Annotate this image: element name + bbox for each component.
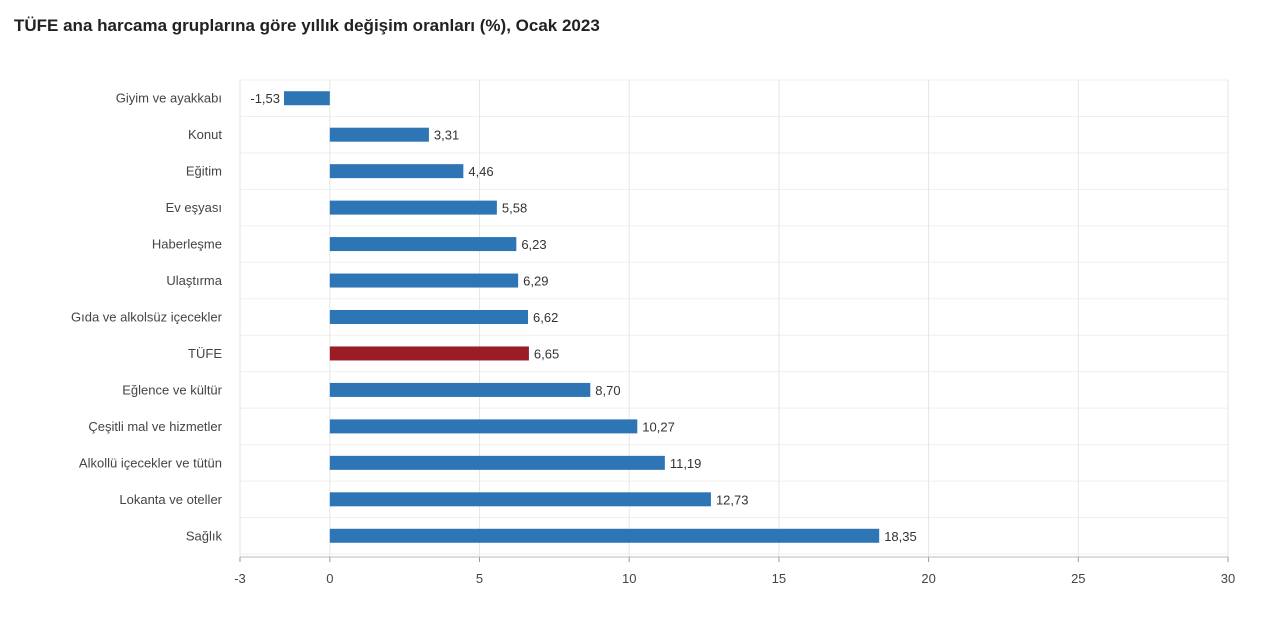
data-label: -1,53 xyxy=(250,91,280,106)
data-label: 6,23 xyxy=(521,237,546,252)
category-label: Ev eşyası xyxy=(166,200,222,215)
data-label: 6,65 xyxy=(534,346,559,361)
category-label: Eğlence ve kültür xyxy=(122,382,222,397)
category-label: Ulaştırma xyxy=(166,273,222,288)
x-tick-label: 30 xyxy=(1221,571,1235,586)
bar[interactable] xyxy=(329,237,517,252)
bar[interactable] xyxy=(329,200,497,215)
bar[interactable] xyxy=(329,419,638,434)
data-label: 6,29 xyxy=(523,274,548,289)
category-label: Haberleşme xyxy=(152,237,222,252)
x-tick-label: 10 xyxy=(622,571,636,586)
chart-title: TÜFE ana harcama gruplarına göre yıllık … xyxy=(14,16,600,35)
bar[interactable] xyxy=(329,528,880,543)
category-label: Gıda ve alkolsüz içecekler xyxy=(71,310,223,325)
category-label: Alkollü içecekler ve tütün xyxy=(79,455,222,470)
data-label: 18,35 xyxy=(884,529,917,544)
bar[interactable] xyxy=(329,273,519,288)
data-label: 8,70 xyxy=(595,383,620,398)
bar[interactable] xyxy=(329,164,464,179)
x-tick-label: 25 xyxy=(1071,571,1085,586)
category-label: Konut xyxy=(188,127,222,142)
x-tick-label: 15 xyxy=(772,571,786,586)
bar[interactable] xyxy=(329,310,529,324)
category-label: Sağlık xyxy=(186,528,223,543)
category-label: Çeşitli mal ve hizmetler xyxy=(88,419,222,434)
category-label: Eğitim xyxy=(186,164,222,179)
data-label: 3,31 xyxy=(434,128,459,143)
bar[interactable] xyxy=(329,382,591,397)
data-label: 4,46 xyxy=(468,164,493,179)
data-label: 10,27 xyxy=(642,419,675,434)
bar[interactable] xyxy=(329,346,529,361)
data-label: 6,62 xyxy=(533,310,558,325)
x-tick-label: -3 xyxy=(234,571,246,586)
bar[interactable] xyxy=(284,91,330,106)
x-tick-label: 0 xyxy=(326,571,333,586)
data-label: 11,19 xyxy=(670,456,702,471)
bar[interactable] xyxy=(329,127,429,142)
bar[interactable] xyxy=(329,455,665,470)
x-tick-label: 20 xyxy=(921,571,935,586)
data-label: 12,73 xyxy=(716,492,749,507)
bar[interactable] xyxy=(329,492,711,507)
x-tick-label: 5 xyxy=(476,571,483,586)
category-label: Lokanta ve oteller xyxy=(119,492,222,507)
data-label: 5,58 xyxy=(502,201,527,216)
category-label: Giyim ve ayakkabı xyxy=(116,91,222,106)
category-label: TÜFE xyxy=(188,346,222,361)
